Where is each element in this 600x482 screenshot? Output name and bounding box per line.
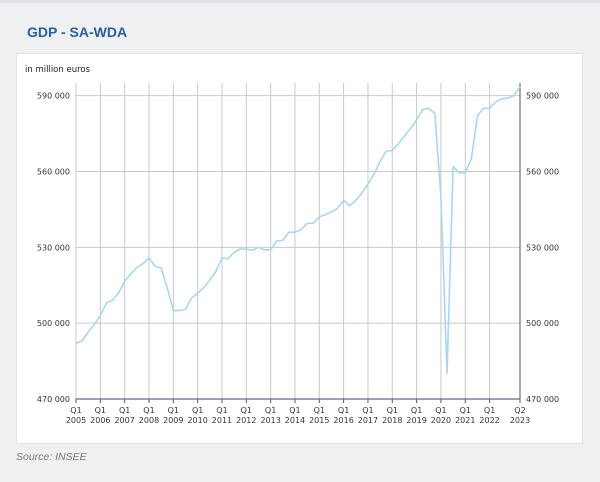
x-tick-label-quarter: Q1 <box>241 406 252 415</box>
x-tick-label-quarter: Q1 <box>435 406 446 415</box>
x-tick-label-year: 2007 <box>114 416 134 425</box>
y-tick-label-right: 530 000 <box>526 243 559 252</box>
x-tick-label-quarter: Q1 <box>95 406 106 415</box>
x-tick-label-year: 2011 <box>212 416 232 425</box>
x-tick-label-year: 2018 <box>382 416 402 425</box>
top-border <box>0 0 600 3</box>
x-tick-label-year: 2017 <box>358 416 378 425</box>
x-tick-label-year: 2020 <box>431 416 451 425</box>
x-tick-label-year: 2006 <box>90 416 110 425</box>
x-tick-label-year: 2008 <box>139 416 159 425</box>
y-tick-label-right: 470 000 <box>526 395 559 404</box>
y-tick-label-right: 560 000 <box>526 167 559 176</box>
x-tick-label-quarter: Q1 <box>168 406 179 415</box>
x-tick-label-year: 2015 <box>309 416 329 425</box>
x-tick-label-year: 2016 <box>333 416 353 425</box>
x-tick-label-quarter: Q1 <box>265 406 276 415</box>
y-axis-unit-label: in million euros <box>25 65 91 75</box>
source-note: Source: INSEE <box>16 451 87 463</box>
x-tick-label-year: 2022 <box>479 416 499 425</box>
y-tick-label-right: 590 000 <box>526 92 559 101</box>
x-tick-label-year: 2012 <box>236 416 256 425</box>
x-tick-label-year: 2014 <box>285 416 305 425</box>
y-tick-label-left: 470 000 <box>37 395 70 404</box>
y-tick-label-left: 590 000 <box>37 92 70 101</box>
x-tick-label-year: 2023 <box>510 416 530 425</box>
x-tick-label-quarter: Q1 <box>70 406 81 415</box>
x-tick-label-year: 2005 <box>66 416 86 425</box>
x-tick-label-quarter: Q1 <box>338 406 349 415</box>
y-tick-label-left: 530 000 <box>37 243 70 252</box>
y-tick-label-right: 500 000 <box>526 319 559 328</box>
x-tick-label-quarter: Q1 <box>460 406 471 415</box>
x-tick-label-year: 2013 <box>260 416 280 425</box>
x-tick-label-year: 2019 <box>406 416 426 425</box>
x-tick-label-quarter: Q1 <box>143 406 154 415</box>
x-tick-label-quarter: Q1 <box>411 406 422 415</box>
gdp-line-chart: 470 000 470 000 500 000 500 000 530 000 530 0… <box>25 65 559 425</box>
x-tick-label-year: 2021 <box>455 416 475 425</box>
x-tick-label-quarter: Q1 <box>192 406 203 415</box>
x-tick-label-quarter: Q2 <box>514 406 525 415</box>
chart-panel: 470 000 470 000 500 000 500 000 530 000 530 0… <box>16 53 583 444</box>
x-tick-label-quarter: Q1 <box>119 406 130 415</box>
x-tick-label-quarter: Q1 <box>314 406 325 415</box>
gdp-series-line <box>75 86 521 375</box>
x-tick-label-quarter: Q1 <box>362 406 373 415</box>
x-tick-label-quarter: Q1 <box>484 406 495 415</box>
x-tick-label-quarter: Q1 <box>289 406 300 415</box>
page-title: GDP - SA-WDA <box>27 24 128 40</box>
x-tick-label-quarter: Q1 <box>216 406 227 415</box>
y-tick-label-left: 560 000 <box>37 167 70 176</box>
x-tick-label-year: 2009 <box>163 416 183 425</box>
x-tick-label-quarter: Q1 <box>387 406 398 415</box>
y-tick-label-left: 500 000 <box>37 319 70 328</box>
x-tick-label-year: 2010 <box>187 416 207 425</box>
